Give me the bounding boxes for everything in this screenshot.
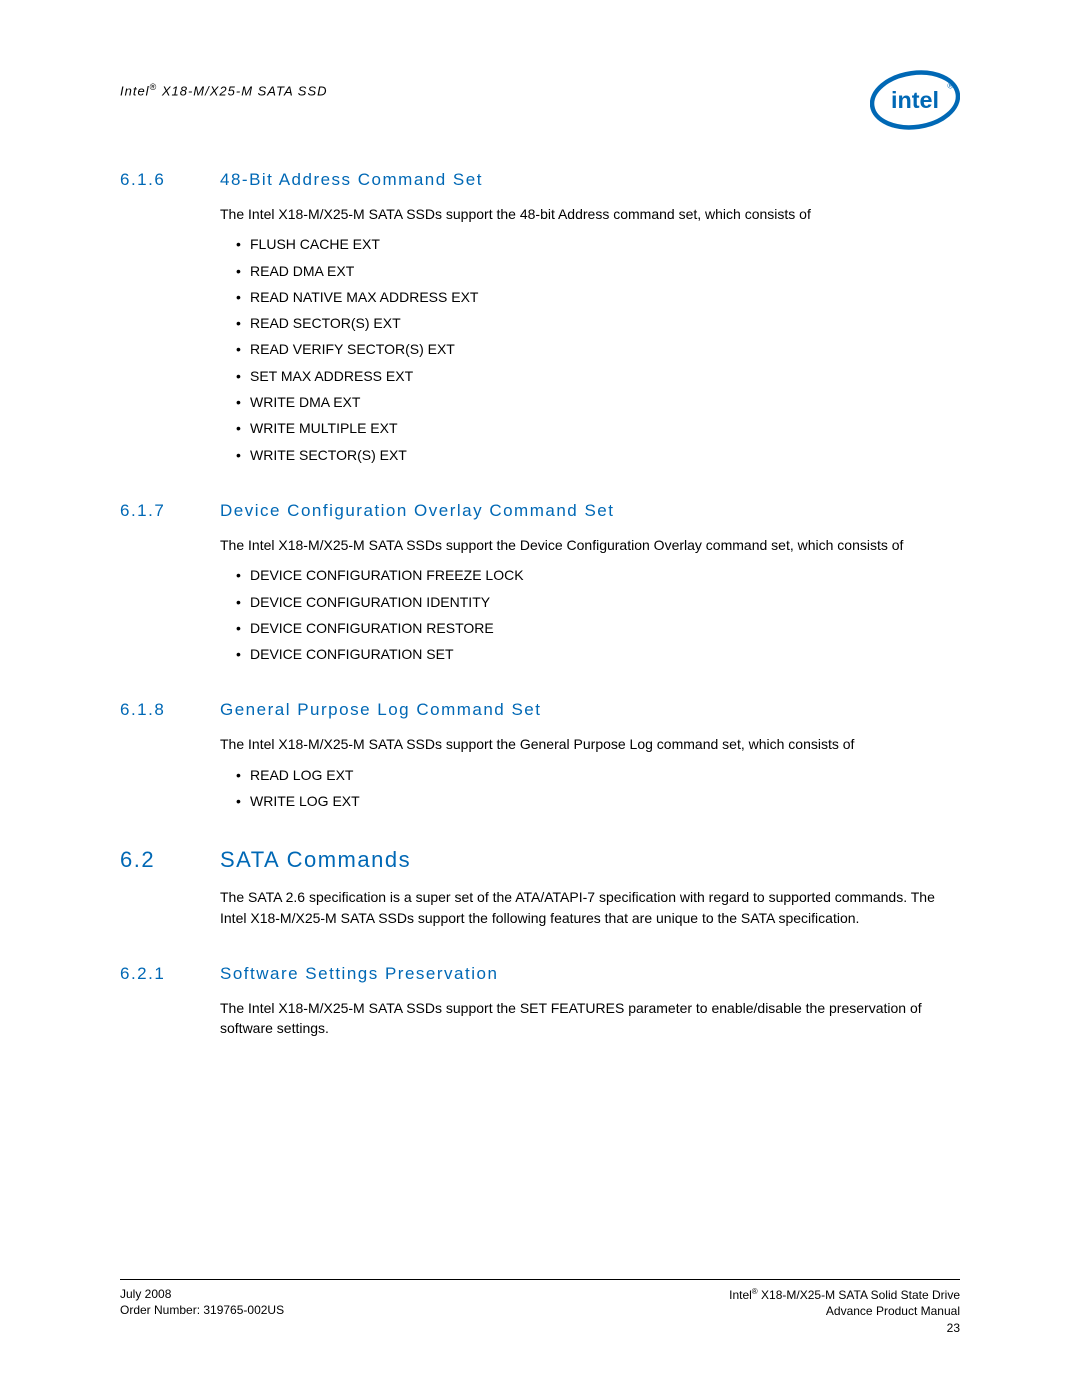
section-number: 6.1.8 bbox=[120, 700, 180, 720]
section-number: 6.2 bbox=[120, 847, 180, 873]
section-6-1-6: 6.1.6 48-Bit Address Command Set The Intel… bbox=[120, 170, 960, 465]
section-heading: 6.1.6 48-Bit Address Command Set bbox=[120, 170, 960, 190]
list-item: WRITE LOG EXT bbox=[236, 791, 960, 811]
section-body: The Intel X18-M/X25-M SATA SSDs support … bbox=[220, 734, 960, 811]
list-item: READ DMA EXT bbox=[236, 261, 960, 281]
footer-product: Intel® X18-M/X25-M SATA Solid State Driv… bbox=[729, 1286, 960, 1304]
section-number: 6.2.1 bbox=[120, 964, 180, 984]
svg-text:®: ® bbox=[947, 81, 953, 90]
section-title: Software Settings Preservation bbox=[220, 964, 498, 984]
section-6-2-1: 6.2.1 Software Settings Preservation The I… bbox=[120, 964, 960, 1039]
section-body: The Intel X18-M/X25-M SATA SSDs support … bbox=[220, 998, 960, 1039]
list-item: READ SECTOR(S) EXT bbox=[236, 313, 960, 333]
list-item: SET MAX ADDRESS EXT bbox=[236, 366, 960, 386]
footer-page-number: 23 bbox=[729, 1320, 960, 1337]
section-paragraph: The Intel X18-M/X25-M SATA SSDs support … bbox=[220, 535, 960, 555]
list-item: DEVICE CONFIGURATION RESTORE bbox=[236, 618, 960, 638]
list-item: READ VERIFY SECTOR(S) EXT bbox=[236, 339, 960, 359]
section-body: The SATA 2.6 specification is a super se… bbox=[220, 887, 960, 928]
list-item: WRITE SECTOR(S) EXT bbox=[236, 445, 960, 465]
section-number: 6.1.7 bbox=[120, 501, 180, 521]
section-title: Device Configuration Overlay Command Set bbox=[220, 501, 614, 521]
footer-left: July 2008 Order Number: 319765-002US bbox=[120, 1286, 284, 1337]
list-item: READ NATIVE MAX ADDRESS EXT bbox=[236, 287, 960, 307]
section-6-1-7: 6.1.7 Device Configuration Overlay Comman… bbox=[120, 501, 960, 664]
section-paragraph: The Intel X18-M/X25-M SATA SSDs support … bbox=[220, 998, 960, 1039]
list-item: DEVICE CONFIGURATION SET bbox=[236, 644, 960, 664]
section-heading: 6.1.8 General Purpose Log Command Set bbox=[120, 700, 960, 720]
section-paragraph: The Intel X18-M/X25-M SATA SSDs support … bbox=[220, 734, 960, 754]
command-list: DEVICE CONFIGURATION FREEZE LOCK DEVICE C… bbox=[220, 565, 960, 664]
section-body: The Intel X18-M/X25-M SATA SSDs support … bbox=[220, 204, 960, 465]
section-body: The Intel X18-M/X25-M SATA SSDs support … bbox=[220, 535, 960, 664]
command-list: FLUSH CACHE EXT READ DMA EXT READ NATIVE M… bbox=[220, 234, 960, 465]
section-title: SATA Commands bbox=[220, 847, 411, 873]
header-suffix: X18-M/X25-M SATA SSD bbox=[157, 83, 327, 98]
section-6-2: 6.2 SATA Commands The SATA 2.6 specificati… bbox=[120, 847, 960, 928]
footer-right: Intel® X18-M/X25-M SATA Solid State Driv… bbox=[729, 1286, 960, 1337]
section-paragraph: The Intel X18-M/X25-M SATA SSDs support … bbox=[220, 204, 960, 224]
svg-text:intel: intel bbox=[891, 87, 939, 113]
header-prefix: Intel bbox=[120, 83, 150, 98]
list-item: DEVICE CONFIGURATION FREEZE LOCK bbox=[236, 565, 960, 585]
list-item: FLUSH CACHE EXT bbox=[236, 234, 960, 254]
section-title: 48-Bit Address Command Set bbox=[220, 170, 483, 190]
intel-logo-icon: intel ® bbox=[870, 70, 960, 130]
list-item: WRITE DMA EXT bbox=[236, 392, 960, 412]
footer-date: July 2008 bbox=[120, 1286, 284, 1303]
section-title: General Purpose Log Command Set bbox=[220, 700, 542, 720]
section-number: 6.1.6 bbox=[120, 170, 180, 190]
section-paragraph: The SATA 2.6 specification is a super se… bbox=[220, 887, 960, 928]
page-header: Intel® X18-M/X25-M SATA SSD intel ® bbox=[120, 70, 960, 130]
page-footer: July 2008 Order Number: 319765-002US Int… bbox=[120, 1279, 960, 1337]
section-6-1-8: 6.1.8 General Purpose Log Command Set The … bbox=[120, 700, 960, 811]
list-item: DEVICE CONFIGURATION IDENTITY bbox=[236, 592, 960, 612]
running-header: Intel® X18-M/X25-M SATA SSD bbox=[120, 82, 328, 98]
sections-container: 6.1.6 48-Bit Address Command Set The Intel… bbox=[120, 170, 960, 1039]
section-heading: 6.2 SATA Commands bbox=[120, 847, 960, 873]
footer-manual-type: Advance Product Manual bbox=[729, 1303, 960, 1320]
list-item: WRITE MULTIPLE EXT bbox=[236, 418, 960, 438]
section-heading: 6.2.1 Software Settings Preservation bbox=[120, 964, 960, 984]
footer-order-number: Order Number: 319765-002US bbox=[120, 1302, 284, 1319]
section-heading: 6.1.7 Device Configuration Overlay Comman… bbox=[120, 501, 960, 521]
command-list: READ LOG EXT WRITE LOG EXT bbox=[220, 765, 960, 812]
list-item: READ LOG EXT bbox=[236, 765, 960, 785]
